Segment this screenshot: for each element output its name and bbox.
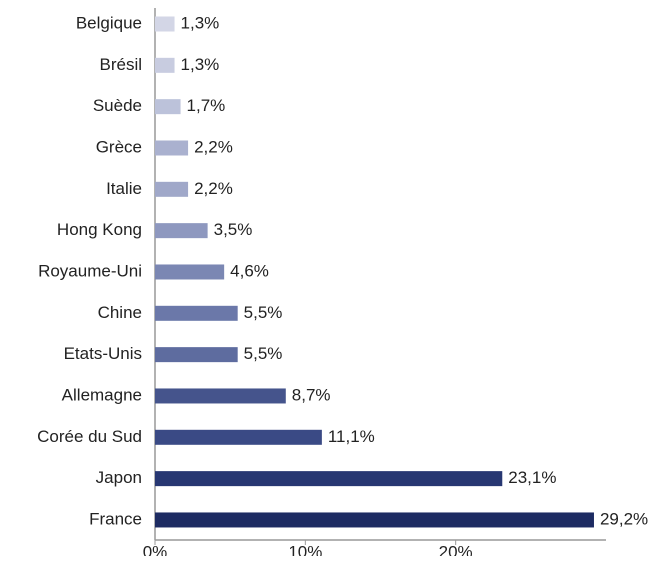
bar [155, 16, 175, 32]
bar [155, 181, 189, 197]
bar [155, 223, 208, 239]
value-label: 23,1% [508, 468, 556, 487]
x-tick-label: 0% [143, 542, 168, 556]
value-label: 1,3% [181, 55, 220, 74]
bar [155, 140, 189, 156]
value-label: 5,5% [244, 344, 283, 363]
value-label: 8,7% [292, 385, 331, 404]
x-tick-label: 20% [439, 542, 473, 556]
category-label: Italie [106, 179, 142, 198]
category-label: Etats-Unis [64, 344, 142, 363]
category-label: Allemagne [62, 385, 142, 404]
category-label: Chine [98, 303, 142, 322]
value-label: 4,6% [230, 261, 269, 280]
category-label: France [89, 509, 142, 528]
bar [155, 347, 238, 363]
category-label: Grèce [96, 137, 142, 156]
x-tick-label: 10% [288, 542, 322, 556]
category-label: Japon [96, 468, 142, 487]
bar [155, 305, 238, 321]
value-label: 29,2% [600, 509, 648, 528]
category-label: Belgique [76, 13, 142, 32]
category-label: Brésil [99, 55, 142, 74]
category-label: Royaume-Uni [38, 261, 142, 280]
value-label: 11,1% [328, 427, 375, 446]
value-label: 3,5% [214, 220, 253, 239]
value-label: 2,2% [194, 137, 233, 156]
value-label: 2,2% [194, 179, 233, 198]
category-label: Hong Kong [57, 220, 142, 239]
bar [155, 429, 322, 445]
bar [155, 57, 175, 73]
value-label: 1,7% [187, 96, 226, 115]
category-label: Corée du Sud [37, 427, 142, 446]
bar [155, 471, 503, 487]
bar [155, 388, 286, 404]
category-label: Suède [93, 96, 142, 115]
value-label: 5,5% [244, 303, 283, 322]
value-label: 1,3% [181, 13, 220, 32]
bar [155, 264, 225, 280]
bar [155, 512, 594, 528]
bar [155, 99, 181, 115]
